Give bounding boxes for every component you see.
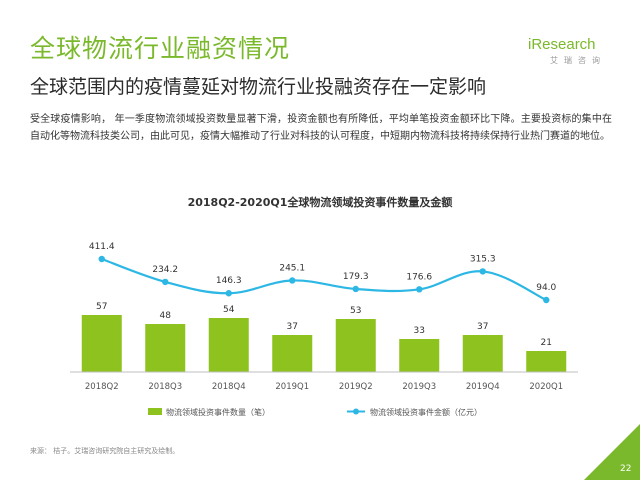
summary-paragraph: 受全球疫情影响， 年一季度物流领域投资数量显著下滑，投资金额也有所降低，平均单笔… (30, 114, 612, 142)
legend-bar-swatch (148, 408, 162, 415)
line-value-label: 179.3 (343, 272, 369, 282)
bar-2019Q4 (462, 335, 503, 372)
line-value-label: 146.3 (216, 276, 242, 286)
bar-value-label: 37 (477, 322, 488, 332)
chart-title: 2018Q2-2020Q1全球物流领域投资事件数量及金额 (188, 195, 453, 209)
x-tick-labels: 2018Q2 2018Q3 2018Q4 2019Q1 2019Q2 2019Q3 2019… (85, 382, 563, 392)
source-note: 来源： 桔子。艾瑞咨询研究院自主研究及绘制。 (30, 447, 180, 455)
line-value-label: 315.3 (470, 254, 496, 264)
bar-2018Q2 (81, 315, 122, 372)
legend-line-marker (353, 408, 359, 415)
iresearch-logo: iResearch 艾瑞咨询 (528, 36, 608, 76)
line-point-2019Q1 (289, 277, 296, 284)
legend-line-label: 物流领域投资事件金额（亿元） (370, 407, 482, 417)
line-value-label: 245.1 (279, 263, 305, 273)
page-title: 全球物流行业融资情况 (30, 34, 291, 63)
line-point-2018Q3 (162, 278, 169, 286)
x-tick-label: 2019Q1 (275, 382, 309, 392)
bar-2018Q3 (145, 324, 186, 372)
bar-2019Q2 (335, 319, 376, 372)
line-point-2020Q1 (543, 296, 550, 304)
bar-value-label: 33 (414, 326, 425, 336)
x-tick-label: 2020Q1 (529, 382, 563, 392)
bar-value-label: 21 (541, 338, 552, 348)
x-tick-label: 2018Q3 (148, 382, 182, 392)
line-point-2019Q2 (352, 285, 359, 293)
line-value-label: 411.4 (89, 242, 115, 252)
line-value-label: 176.6 (406, 272, 432, 282)
line-point-2019Q3 (416, 286, 423, 293)
bar-value-label: 57 (96, 302, 107, 312)
line-point-2019Q4 (479, 268, 486, 275)
x-tick-label: 2019Q4 (466, 382, 500, 392)
line-point-2018Q2 (98, 255, 105, 263)
x-tick-label: 2019Q2 (339, 382, 373, 392)
bar-value-label: 37 (287, 322, 298, 332)
bar-2018Q4 (208, 318, 249, 372)
bar-value-label: 53 (350, 306, 361, 316)
bar-value-label: 54 (223, 305, 235, 315)
line-point-2018Q4 (225, 290, 232, 297)
line-value-label: 94.0 (536, 283, 556, 293)
line-group: 411.4 234.2 146.3 245.1 179.3 176.6 315.3 94.0 (89, 242, 557, 304)
x-tick-label: 2018Q2 (85, 382, 119, 392)
bar-value-label: 48 (160, 311, 172, 321)
page-subtitle: 全球范围内的疫情蔓延对物流行业投融资存在一定影响 (30, 76, 487, 98)
bar-2019Q3 (399, 339, 440, 372)
legend-bar-label: 物流领域投资事件数量（笔） (166, 407, 270, 417)
x-tick-label: 2018Q4 (212, 382, 246, 392)
x-tick-label: 2019Q3 (402, 382, 436, 392)
amount-series-line (101, 257, 547, 302)
logo-text: iResearch (528, 36, 596, 53)
bars-group: 57 48 54 37 53 33 37 21 (81, 302, 567, 372)
bar-2020Q1 (526, 351, 567, 372)
logo-subtext: 艾瑞咨询 (550, 56, 606, 65)
chart-legend: 物流领域投资事件数量（笔） 物流领域投资事件金额（亿元） (148, 407, 482, 417)
page-number: 22 (620, 464, 632, 474)
line-value-label: 234.2 (152, 265, 178, 275)
bar-2019Q1 (272, 335, 313, 372)
